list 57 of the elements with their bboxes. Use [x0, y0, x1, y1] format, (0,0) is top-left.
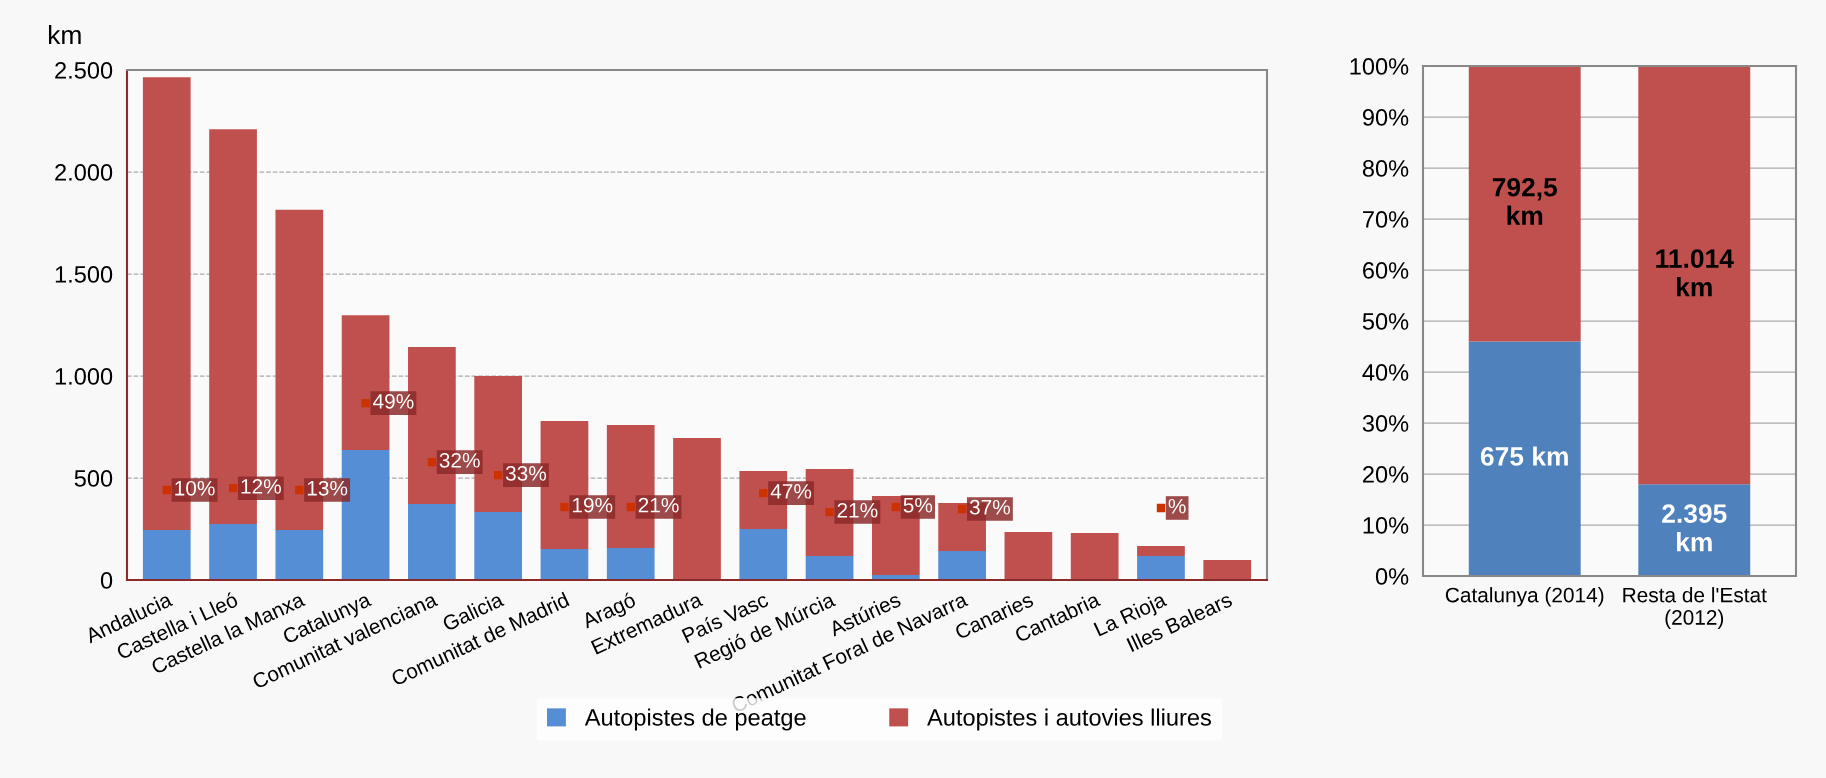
y-tick-label: 60% — [1363, 262, 1409, 279]
annotation: 49% — [373, 393, 414, 409]
annotation: 11.014 km — [1656, 249, 1734, 297]
annotation: 33% — [505, 465, 547, 481]
y-tick-label: 2.000 — [55, 164, 113, 181]
y-tick-label: 1.000 — [55, 368, 113, 385]
annotation: 792,5 km — [1492, 177, 1558, 225]
annotation: 675 km — [1480, 446, 1568, 466]
annotation: 10% — [175, 480, 215, 496]
annotation: 12% — [241, 479, 281, 494]
y-tick-label: 70% — [1363, 211, 1409, 228]
y-tick-label: 1.500 — [55, 266, 113, 283]
bar — [1137, 555, 1185, 580]
bar — [474, 512, 523, 580]
y-axis-title: km — [48, 25, 81, 45]
y-tick-label: 0 — [100, 572, 113, 589]
annotation: % — [1168, 498, 1186, 514]
annotation: 2.395 km — [1662, 504, 1727, 552]
bar — [209, 523, 257, 580]
bar — [540, 548, 589, 580]
bar — [1070, 533, 1119, 580]
annotation: 5% — [903, 497, 933, 513]
bar — [142, 530, 191, 580]
bar — [805, 555, 854, 580]
x-tick-label: Resta de l'Estat (2012) — [1623, 587, 1767, 629]
y-tick-label: 500 — [74, 470, 113, 487]
bar — [938, 551, 986, 580]
y-tick-label: 80% — [1362, 160, 1409, 177]
bar — [408, 504, 456, 580]
annotation: 47% — [770, 484, 812, 499]
y-tick-label: 30% — [1362, 415, 1409, 432]
y-tick-label: 20% — [1363, 466, 1409, 483]
annotation: 13% — [307, 480, 348, 496]
bar — [1468, 341, 1581, 576]
annotation: 19% — [572, 497, 613, 513]
bar — [739, 529, 788, 580]
bar — [1468, 66, 1581, 342]
y-tick-label: 90% — [1362, 109, 1409, 126]
y-tick-label: 2.500 — [55, 62, 113, 79]
bar — [1638, 484, 1751, 576]
bar — [1203, 560, 1252, 580]
annotation: 21% — [837, 502, 878, 518]
bar — [275, 530, 324, 580]
y-tick-label: 10% — [1363, 517, 1409, 534]
annotation: 21% — [638, 497, 679, 513]
bar — [1638, 66, 1751, 485]
bar — [1004, 532, 1053, 580]
bar — [606, 547, 655, 580]
x-tick-label: Catalunya (2014) — [1445, 587, 1604, 607]
annotation: 32% — [439, 452, 480, 468]
y-tick-label: 100% — [1350, 58, 1409, 75]
y-tick-label: 0% — [1375, 568, 1409, 585]
bar — [1137, 545, 1185, 556]
legend-label: Autopistes i autovies lliures — [927, 708, 1211, 731]
annotation: 37% — [969, 499, 1011, 515]
y-tick-label: 50% — [1362, 313, 1409, 330]
y-tick-label: 40% — [1362, 364, 1409, 381]
